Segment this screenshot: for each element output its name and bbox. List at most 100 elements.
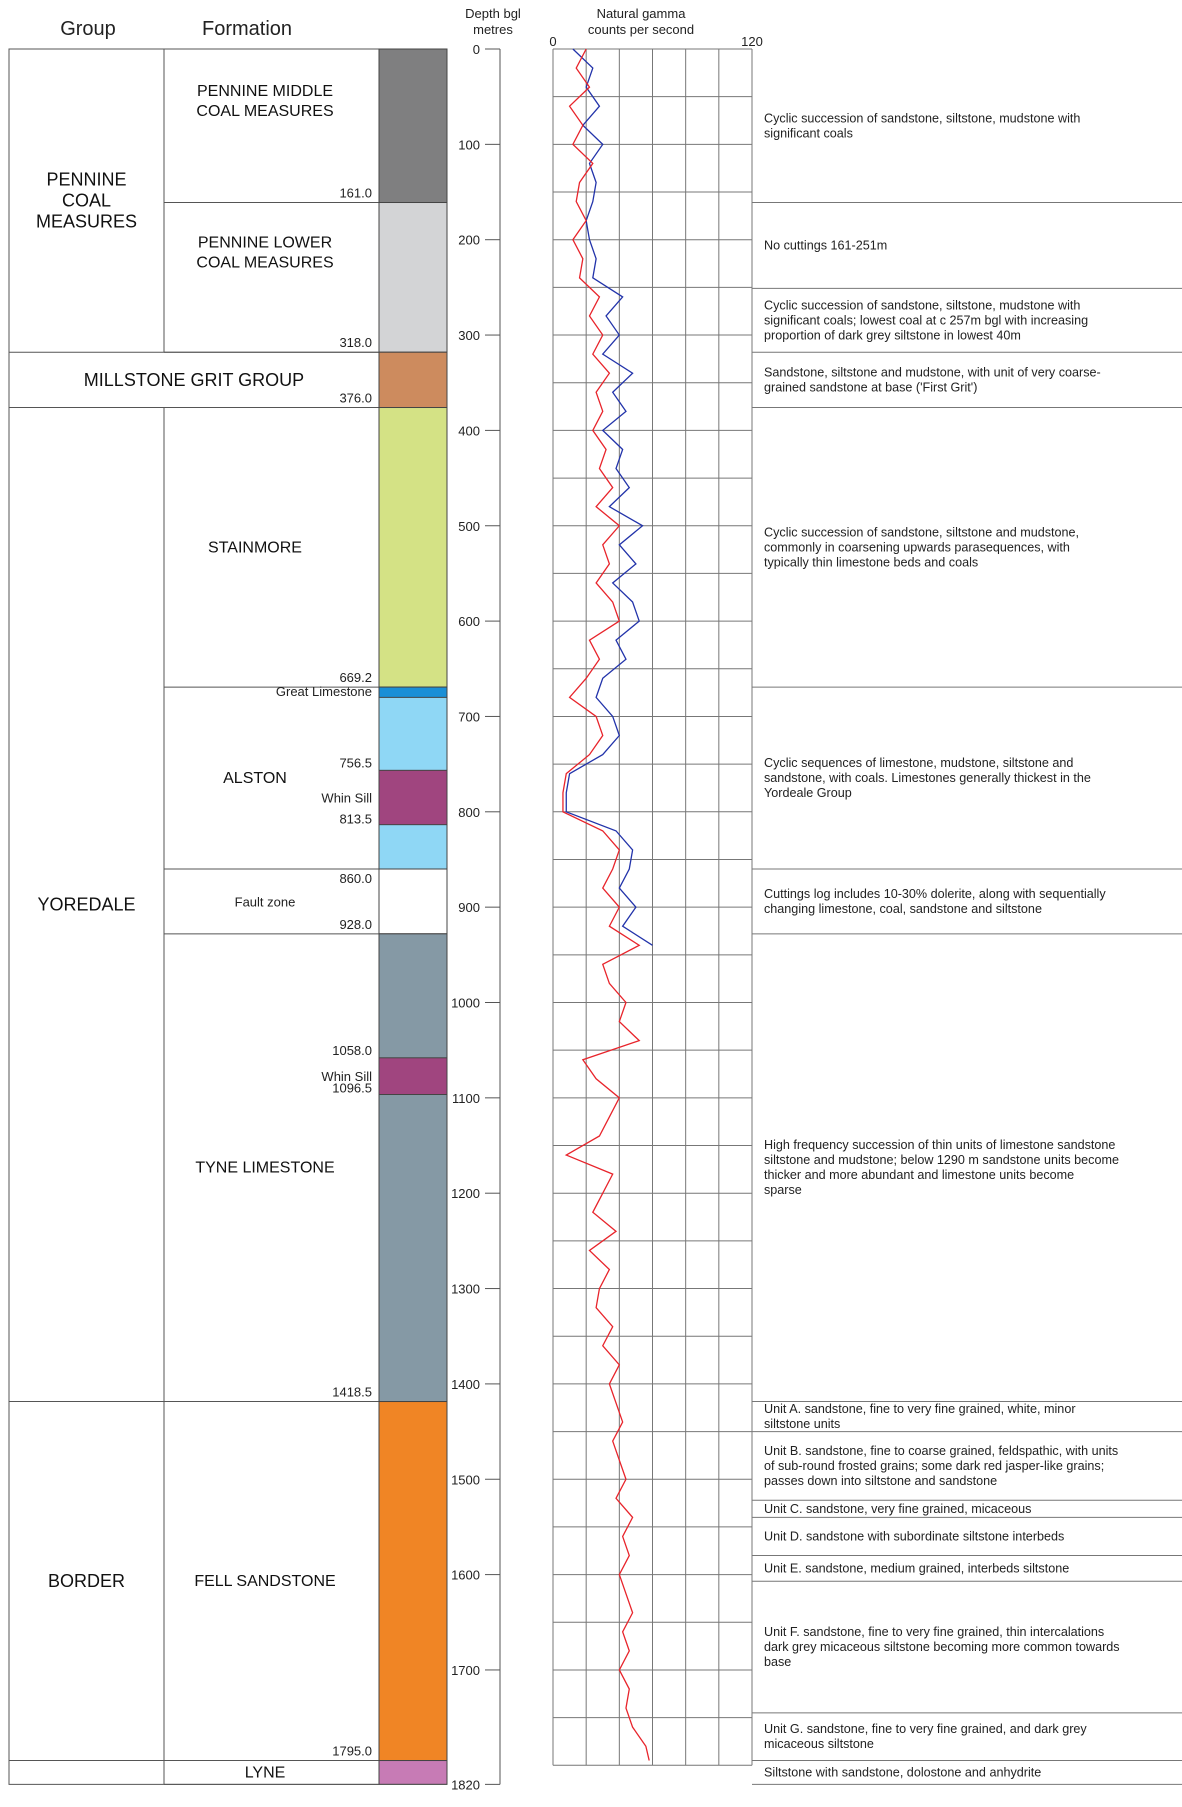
description-text: passes down into siltstone and sandstone — [764, 1474, 997, 1488]
depth-tick-label: 1700 — [451, 1663, 480, 1678]
group-name: MEASURES — [36, 212, 137, 232]
formation-name: FELL SANDSTONE — [194, 1573, 335, 1590]
description-text: Cyclic sequences of limestone, mudstone,… — [764, 756, 1073, 770]
formation-name: TYNE LIMESTONE — [195, 1160, 334, 1177]
formation-name: ALSTON — [223, 770, 287, 787]
description-text: Cyclic succession of sandstone, siltston… — [764, 298, 1080, 312]
depth-tick-label: 200 — [458, 233, 480, 248]
left-columns-frame — [8, 48, 380, 1785]
formation-base-depth: 318.0 — [339, 335, 372, 350]
description-text: Cyclic succession of sandstone, siltston… — [764, 111, 1080, 125]
group-name: YOREDALE — [37, 895, 135, 915]
depth-tick-label: 900 — [458, 900, 480, 915]
description-text: siltstone and mudstone; below 1290 m san… — [764, 1153, 1119, 1167]
gamma-tick-label: 0 — [549, 34, 556, 49]
sub-unit-name: Great Limestone — [276, 684, 372, 699]
depth-tick-label: 500 — [458, 519, 480, 534]
description-text: micaceous siltstone — [764, 1737, 874, 1751]
depth-tick-label: 1600 — [451, 1568, 480, 1583]
description-text: Unit F. sandstone, fine to very fine gra… — [764, 1625, 1104, 1639]
description-text: sparse — [764, 1183, 802, 1197]
description-text: dark grey micaceous siltstone becoming m… — [764, 1640, 1120, 1654]
formation-colour-block — [378, 868, 448, 935]
sub-unit-colour-block — [378, 686, 448, 698]
description-text: siltstone units — [764, 1417, 840, 1431]
depth-tick-label: 800 — [458, 805, 480, 820]
description-text: Sandstone, siltstone and mudstone, with … — [764, 365, 1101, 379]
formation-colour-block — [378, 1760, 448, 1785]
description-text: Unit D. sandstone with subordinate silts… — [764, 1529, 1064, 1543]
description-text: Yordeale Group — [764, 786, 852, 800]
formation-colour-block — [378, 351, 448, 409]
description-text: grained sandstone at base ('First Grit') — [764, 380, 977, 394]
description-text: Unit E. sandstone, medium grained, inter… — [764, 1561, 1069, 1575]
formation-colour-block — [378, 202, 448, 353]
depth-tick-label: 700 — [458, 709, 480, 724]
description-text: commonly in coarsening upwards paraseque… — [764, 540, 1070, 554]
depth-tick-label: 1000 — [451, 996, 480, 1011]
formation-name: STAINMORE — [208, 539, 302, 556]
depth-tick-label: 1300 — [451, 1282, 480, 1297]
formation-colour-block — [378, 407, 448, 688]
formation-colour-block — [378, 48, 448, 204]
sub-unit-base-depth: 813.5 — [339, 812, 372, 827]
depth-tick-label: 1200 — [451, 1186, 480, 1201]
depth-label: 860.0 — [339, 871, 372, 886]
description-text: of sub-round frosted grains; some dark r… — [764, 1459, 1104, 1473]
formation-colour-block — [378, 933, 448, 1403]
depth-header-line-1: Depth bgl — [465, 6, 521, 21]
formation-name: COAL MEASURES — [196, 254, 333, 271]
group-name: BORDER — [48, 1571, 125, 1591]
sub-unit-base-depth: 1096.5 — [332, 1081, 372, 1096]
sub-unit-colour-block — [378, 769, 448, 826]
description-text: Unit G. sandstone, fine to very fine gra… — [764, 1722, 1087, 1736]
depth-tick-label: 1500 — [451, 1472, 480, 1487]
depth-tick-label: 300 — [458, 328, 480, 343]
description-text: Unit B. sandstone, fine to coarse graine… — [764, 1444, 1118, 1458]
formation-base-depth: 161.0 — [339, 186, 372, 201]
formation-colour-block — [378, 1401, 448, 1762]
formation-name: LYNE — [245, 1764, 286, 1781]
depth-tick-label: 600 — [458, 614, 480, 629]
depth-tick-label: 100 — [458, 137, 480, 152]
gamma-header-line-2: counts per second — [588, 22, 694, 37]
formation-base-depth: 669.2 — [339, 670, 372, 685]
group-name: MILLSTONE GRIT GROUP — [84, 370, 304, 390]
depth-tick-label: 1400 — [451, 1377, 480, 1392]
description-text: Unit A. sandstone, fine to very fine gra… — [764, 1402, 1076, 1416]
description-text: High frequency succession of thin units … — [764, 1138, 1115, 1152]
description-text: No cuttings 161-251m — [764, 238, 887, 252]
description-text: significant coals — [764, 126, 853, 140]
description-text: Cuttings log includes 10-30% dolerite, a… — [764, 887, 1106, 901]
group-name: COAL — [62, 191, 111, 211]
description-text: sandstone, with coals. Limestones genera… — [764, 771, 1091, 785]
group-name: PENNINE — [46, 170, 126, 190]
gamma-header-line-1: Natural gamma — [597, 6, 687, 21]
gamma-tick-label: 120 — [741, 34, 763, 49]
formation-column-header: Formation — [202, 18, 292, 40]
formation-name: PENNINE MIDDLE — [197, 83, 333, 100]
description-text: Cyclic succession of sandstone, siltston… — [764, 525, 1079, 539]
formation-base-depth: 928.0 — [339, 917, 372, 932]
formation-base-depth: 376.0 — [339, 391, 372, 406]
depth-tick-label: 1820 — [451, 1777, 480, 1792]
description-text: typically thin limestone beds and coals — [764, 555, 978, 569]
description-text: base — [764, 1655, 791, 1669]
description-text: Unit C. sandstone, very fine grained, mi… — [764, 1502, 1031, 1516]
sub-unit-name: Whin Sill — [321, 790, 372, 805]
description-text: proportion of dark grey siltstone in low… — [764, 328, 1021, 342]
depth-tick-label: 1100 — [452, 1091, 480, 1106]
sub-unit-name: Whin Sill — [321, 1069, 372, 1084]
description-text: changing limestone, coal, sandstone and … — [764, 902, 1042, 916]
depth-tick-label: 0 — [473, 42, 480, 57]
sub-unit-colour-block — [378, 1057, 448, 1096]
gamma-curve-1 — [562, 48, 650, 1761]
sub-unit-top-depth: 756.5 — [339, 755, 372, 770]
description-text: significant coals; lowest coal at c 257m… — [764, 313, 1088, 327]
description-text: thicker and more abundant and limestone … — [764, 1168, 1074, 1182]
formation-name: PENNINE LOWER — [198, 234, 332, 251]
description-text: Siltstone with sandstone, dolostone and … — [764, 1765, 1041, 1779]
sub-unit-top-depth: 1058.0 — [332, 1043, 372, 1058]
